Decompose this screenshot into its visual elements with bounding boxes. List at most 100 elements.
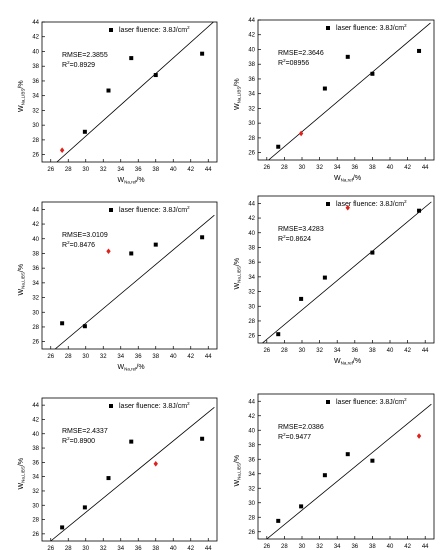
r2-label: R [278, 434, 283, 441]
x-tick-label: 36 [351, 544, 358, 550]
x-tick-label: 40 [387, 165, 394, 171]
y-tick-label: 40 [32, 432, 39, 438]
x-tick-label: 32 [100, 546, 107, 550]
y-tick-label: 30 [248, 304, 255, 310]
y-axis-label-unit: /% [234, 78, 241, 86]
rmse-annotation: RMSE=2.3855 [62, 52, 108, 59]
y-tick-label: 32 [248, 486, 255, 492]
x-axis-label: WNa,ref/% [118, 364, 145, 372]
legend-label: laser fluence: 3.8J/cm2 [119, 205, 190, 214]
x-tick-label: 44 [422, 348, 429, 354]
data-point [82, 505, 87, 510]
y-tick-label: 34 [248, 92, 255, 98]
x-axis-label-unit: /% [136, 364, 144, 371]
x-tick-label: 34 [334, 348, 341, 354]
x-tick-label: 30 [299, 165, 306, 171]
r2-value: =0.8929 [70, 62, 96, 69]
x-tick-label: 42 [404, 348, 411, 354]
y-axis-label-sub: Na,LIBS [237, 266, 242, 283]
data-point [370, 71, 375, 76]
data-point [370, 458, 375, 463]
y-tick-label: 30 [32, 503, 39, 509]
legend-label-text: laser fluence: 3.8J/cm [336, 201, 404, 208]
x-tick-label: 36 [135, 167, 142, 173]
legend-label: laser fluence: 3.8J/cm2 [336, 199, 407, 208]
fit-line [50, 406, 215, 541]
data-point [82, 129, 87, 134]
legend-label-sup: 2 [404, 397, 407, 402]
y-tick-label: 34 [32, 281, 39, 287]
x-tick-label: 40 [387, 348, 394, 354]
x-tick-label: 26 [263, 348, 270, 354]
data-point [153, 73, 158, 78]
x-tick-label: 28 [281, 348, 288, 354]
x-axis-label-main: W [118, 364, 125, 371]
legend-label-sup: 2 [187, 25, 190, 30]
x-tick-label: 34 [334, 165, 341, 171]
chart-panel-6: 26 28 30 32 34 36 38 40 42 44 26 28 30 32 34 36 38 40 42 44… [234, 393, 435, 550]
rmse-annotation: RMSE=3.4283 [278, 226, 324, 233]
data-point [322, 473, 327, 478]
x-tick-label: 28 [281, 544, 288, 550]
x-tick-label: 26 [47, 546, 54, 550]
y-tick-label: 28 [248, 319, 255, 325]
x-tick-label: 30 [82, 354, 89, 360]
y-tick-label: 36 [248, 457, 255, 463]
x-tick-label: 38 [152, 167, 159, 173]
x-axis-label-sub: Na,ref [124, 367, 137, 372]
data-point [322, 86, 327, 91]
y-axis-label-main: W [234, 103, 241, 110]
x-tick-label: 42 [187, 167, 194, 173]
y-tick-label: 40 [32, 49, 39, 55]
x-tick-label: 42 [187, 354, 194, 360]
data-point [276, 144, 281, 149]
fit-line [56, 22, 214, 162]
y-tick-label: 42 [32, 222, 39, 228]
y-tick-label: 34 [32, 94, 39, 100]
data-point [200, 235, 205, 240]
y-axis-label-sub: Na,LIBS [237, 87, 242, 104]
y-tick-label: 30 [32, 310, 39, 316]
r2-label: R [62, 242, 67, 249]
data-point [129, 439, 134, 444]
data-point [200, 436, 205, 441]
rmse-annotation: RMSE=2.0386 [278, 424, 324, 431]
y-tick-label: 44 [248, 399, 255, 405]
data-point [106, 88, 111, 93]
y-tick-label: 34 [32, 475, 39, 481]
y-tick-label: 42 [248, 216, 255, 222]
legend-label: laser fluence: 3.8J/cm2 [119, 25, 190, 34]
y-tick-label: 42 [248, 33, 255, 39]
plot-frame [257, 195, 435, 344]
y-tick-label: 32 [248, 106, 255, 112]
x-tick-label: 38 [152, 546, 159, 550]
y-tick-label: 26 [32, 340, 39, 346]
y-axis-label: WNa,LIBS/% [18, 80, 26, 112]
legend-label-sup: 2 [187, 401, 190, 406]
x-tick-label: 42 [187, 546, 194, 550]
x-tick-label: 34 [334, 544, 341, 550]
x-axis-label-main: W [334, 358, 341, 365]
y-axis-label-sub: Na,LIBS [237, 463, 242, 480]
y-tick-label: 32 [32, 489, 39, 495]
y-axis-label-unit: /% [234, 258, 241, 266]
x-tick-label: 32 [100, 354, 107, 360]
r2-sup: 2 [283, 234, 286, 239]
y-tick-label: 36 [248, 77, 255, 83]
data-point [345, 54, 350, 59]
y-tick-label: 36 [32, 266, 39, 272]
y-tick-label: 42 [248, 414, 255, 420]
x-axis-label: WNa,ref/% [334, 358, 361, 366]
y-tick-label: 44 [32, 207, 39, 213]
r2-sup: 2 [283, 432, 286, 437]
plot-frame [41, 397, 218, 542]
data-point [345, 452, 350, 457]
x-axis-label-unit: /% [353, 358, 361, 365]
y-tick-label: 40 [248, 428, 255, 434]
y-tick-label: 28 [248, 515, 255, 521]
data-point [106, 476, 111, 481]
fit-line [54, 214, 215, 349]
r2-value: =0.8900 [70, 438, 96, 445]
x-tick-label: 44 [205, 546, 212, 550]
x-axis-label-sub: Na,ref [124, 180, 137, 185]
